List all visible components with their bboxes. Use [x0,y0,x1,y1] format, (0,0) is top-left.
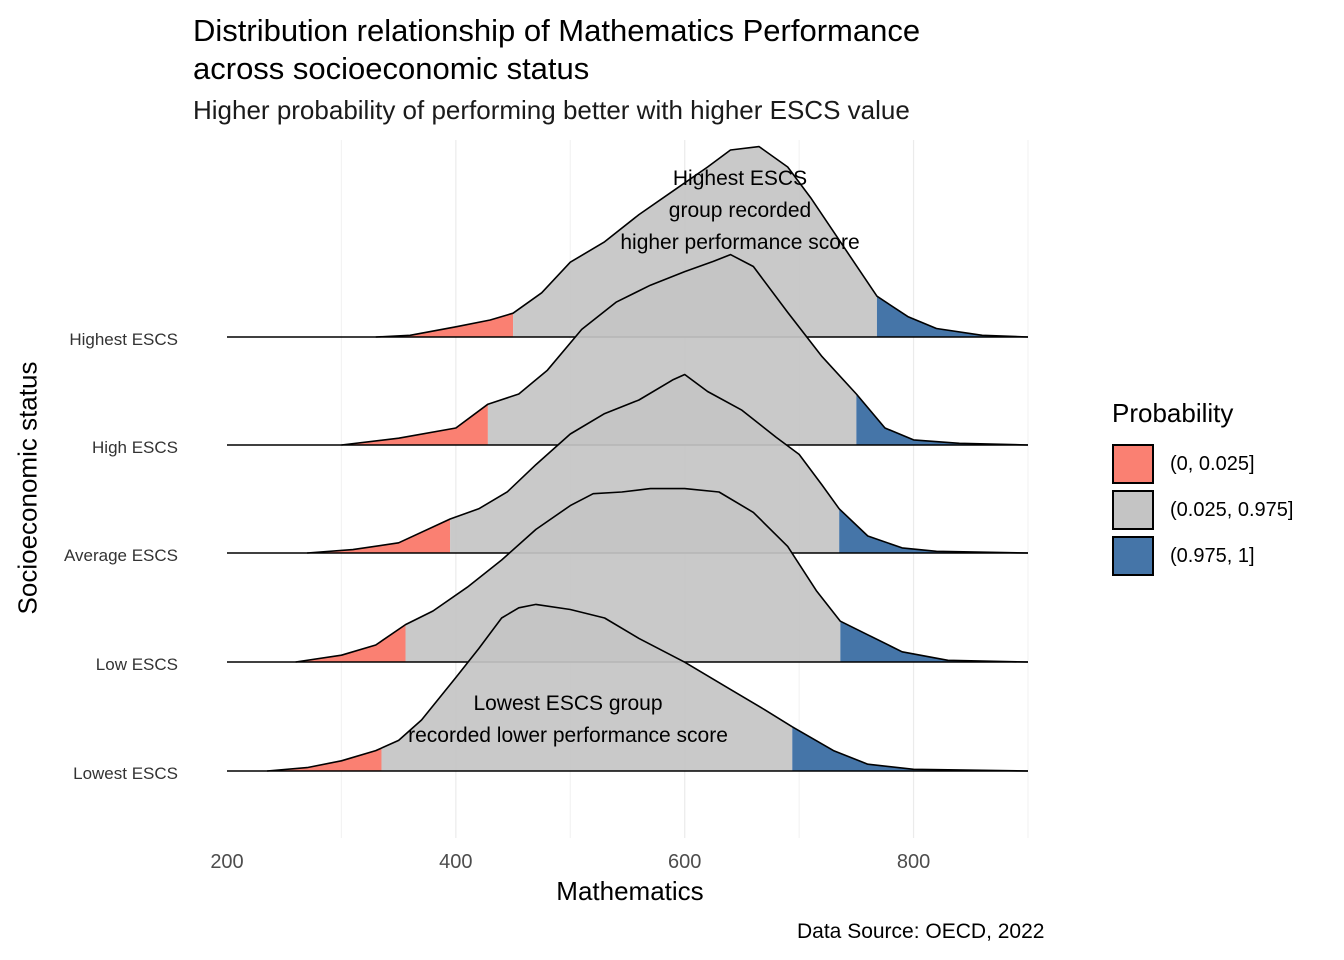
y-tick-label: Lowest ESCS [73,764,178,783]
y-axis-label: Socioeconomic status [12,361,43,615]
legend-item-mid: (0.025, 0.975] [1112,487,1293,533]
legend-item-high: (0.975, 1] [1112,533,1293,579]
y-tick-label: High ESCS [92,438,178,457]
highest-escs-upper-tail [876,296,1028,337]
highest-escs-middle [513,146,877,337]
x-tick-label: 600 [668,851,701,873]
x-axis-label: Mathematics [556,876,704,906]
high-escs-middle [487,254,857,445]
lowest-escs-lower-tail [267,748,382,771]
y-tick-label: Average ESCS [64,546,178,565]
highest-escs-outline [375,145,1029,338]
low-escs-lower-tail [295,624,406,662]
x-tick-label: 400 [439,851,472,873]
highest-escs-lower-tail [375,313,514,337]
average-escs-upper-tail [839,508,1028,553]
annotation-text: Lowest ESCS group [473,692,662,715]
legend-label-mid: (0.025, 0.975] [1170,498,1294,521]
y-tick-label: Low ESCS [96,655,178,674]
legend-swatch-high [1112,536,1154,576]
legend-label-high: (0.975, 1] [1170,544,1255,567]
high-escs-lower-tail [341,404,488,445]
high-escs-outline [341,253,1029,446]
lowest-escs-middle [381,604,793,771]
legend-item-low: (0, 0.025] [1112,441,1293,487]
x-tick-label: 800 [897,851,930,873]
annotation-text: higher performance score [620,231,859,254]
annotation-text: group recorded [669,199,811,222]
annotation-text: Highest ESCS [673,167,807,190]
legend-swatch-mid [1112,490,1154,530]
lowest-escs-upper-tail [792,726,1028,771]
chart-title: Distribution relationship of Mathematics… [193,13,921,86]
lowest-escs-outline [266,603,1029,772]
low-escs-outline [295,487,1029,663]
annotation-text: recorded lower performance score [408,724,728,747]
y-tick-label: Highest ESCS [69,330,178,349]
low-escs-upper-tail [840,621,1028,662]
legend-title: Probability [1112,398,1234,428]
data-source-caption: Data Source: OECD, 2022 [797,920,1045,943]
average-escs-outline [307,373,1029,554]
legend: Probability (0, 0.025] (0.025, 0.975] (0… [1112,398,1293,579]
legend-swatch-low [1112,444,1154,484]
chart-subtitle: Higher probability of performing better … [193,95,910,125]
x-tick-label: 200 [210,851,243,873]
legend-label-low: (0, 0.025] [1170,452,1255,475]
high-escs-upper-tail [856,394,1028,445]
average-escs-lower-tail [307,519,451,553]
